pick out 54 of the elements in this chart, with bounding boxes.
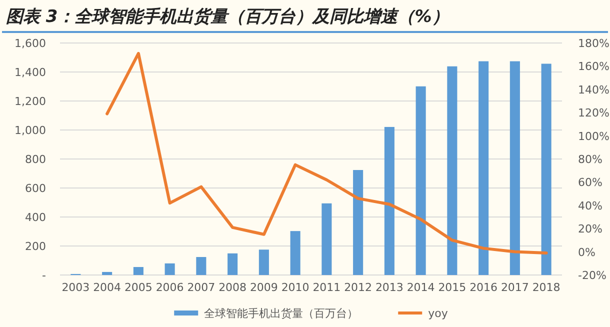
bar (541, 64, 552, 275)
bar (290, 231, 300, 275)
y-tick-label: 1,200 (14, 95, 46, 108)
x-tick-label: 2006 (156, 281, 184, 294)
y2-tick-label: 60% (578, 176, 602, 190)
x-tick-label: 2012 (344, 281, 372, 294)
x-tick-label: 2003 (62, 281, 90, 294)
y2-tick-label: 20% (578, 222, 602, 236)
y2-tick-label: 180% (578, 37, 610, 50)
x-tick-label: 2016 (470, 281, 498, 294)
legend-label: 全球智能手机出货量（百万台） (204, 307, 358, 320)
x-tick-label: 2014 (406, 281, 435, 294)
bar (447, 66, 458, 275)
x-tick-label: 2013 (375, 281, 404, 294)
y2-tick-label: 160% (578, 60, 610, 74)
bar (353, 170, 364, 275)
y-tick-label: 1,600 (14, 37, 46, 50)
bar (196, 257, 206, 275)
y2-tick-label: 100% (578, 130, 610, 143)
bar (384, 126, 394, 275)
x-tick-label: 2017 (500, 281, 529, 294)
x-tick-label: 2005 (124, 281, 152, 294)
y-tick-label: 400 (25, 211, 46, 224)
y2-tick-label: 140% (578, 83, 610, 96)
x-tick-label: 2015 (438, 281, 466, 294)
y2-tick-label: -20% (578, 269, 606, 282)
y-tick-label: 1,000 (14, 124, 46, 137)
y2-tick-label: 40% (578, 199, 602, 212)
x-tick-label: 2018 (532, 281, 560, 294)
legend-label: yoy (428, 307, 448, 320)
y2-tick-label: 120% (578, 106, 610, 120)
x-tick-label: 2010 (281, 281, 310, 294)
bar (228, 253, 238, 275)
x-tick-label: 2004 (93, 281, 122, 294)
bar (102, 272, 112, 275)
y-tick-label: 800 (25, 153, 46, 166)
bar (164, 263, 175, 275)
bar (322, 203, 332, 275)
x-tick-label: 2008 (218, 281, 247, 294)
y-tick-label: 600 (25, 182, 46, 195)
x-tick-label: 2009 (250, 281, 278, 294)
bar (510, 61, 520, 275)
bar (416, 86, 426, 275)
y-tick-label: - (42, 269, 46, 282)
y-tick-label: 200 (25, 240, 46, 253)
y2-tick-label: 0% (578, 246, 596, 259)
chart-title: 图表 3：全球智能手机出货量（百万台）及同比增速（%） (6, 7, 449, 27)
bar (133, 267, 144, 275)
y2-tick-label: 80% (578, 153, 602, 166)
bar (478, 61, 489, 275)
x-tick-label: 2007 (187, 281, 216, 294)
x-tick-label: 2011 (312, 281, 341, 294)
y-tick-label: 1,400 (14, 66, 46, 79)
bar (258, 250, 269, 275)
